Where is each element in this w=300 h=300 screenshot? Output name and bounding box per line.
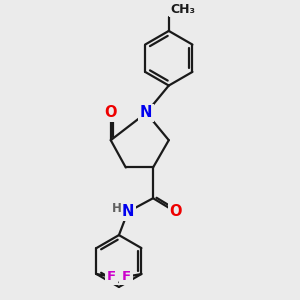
Text: F: F <box>122 270 131 283</box>
Text: H: H <box>112 202 122 215</box>
Text: CH₃: CH₃ <box>170 3 195 16</box>
Text: O: O <box>104 105 117 120</box>
Text: F: F <box>107 270 116 283</box>
Text: N: N <box>140 105 152 120</box>
Text: N: N <box>122 204 134 219</box>
Text: O: O <box>169 204 182 219</box>
